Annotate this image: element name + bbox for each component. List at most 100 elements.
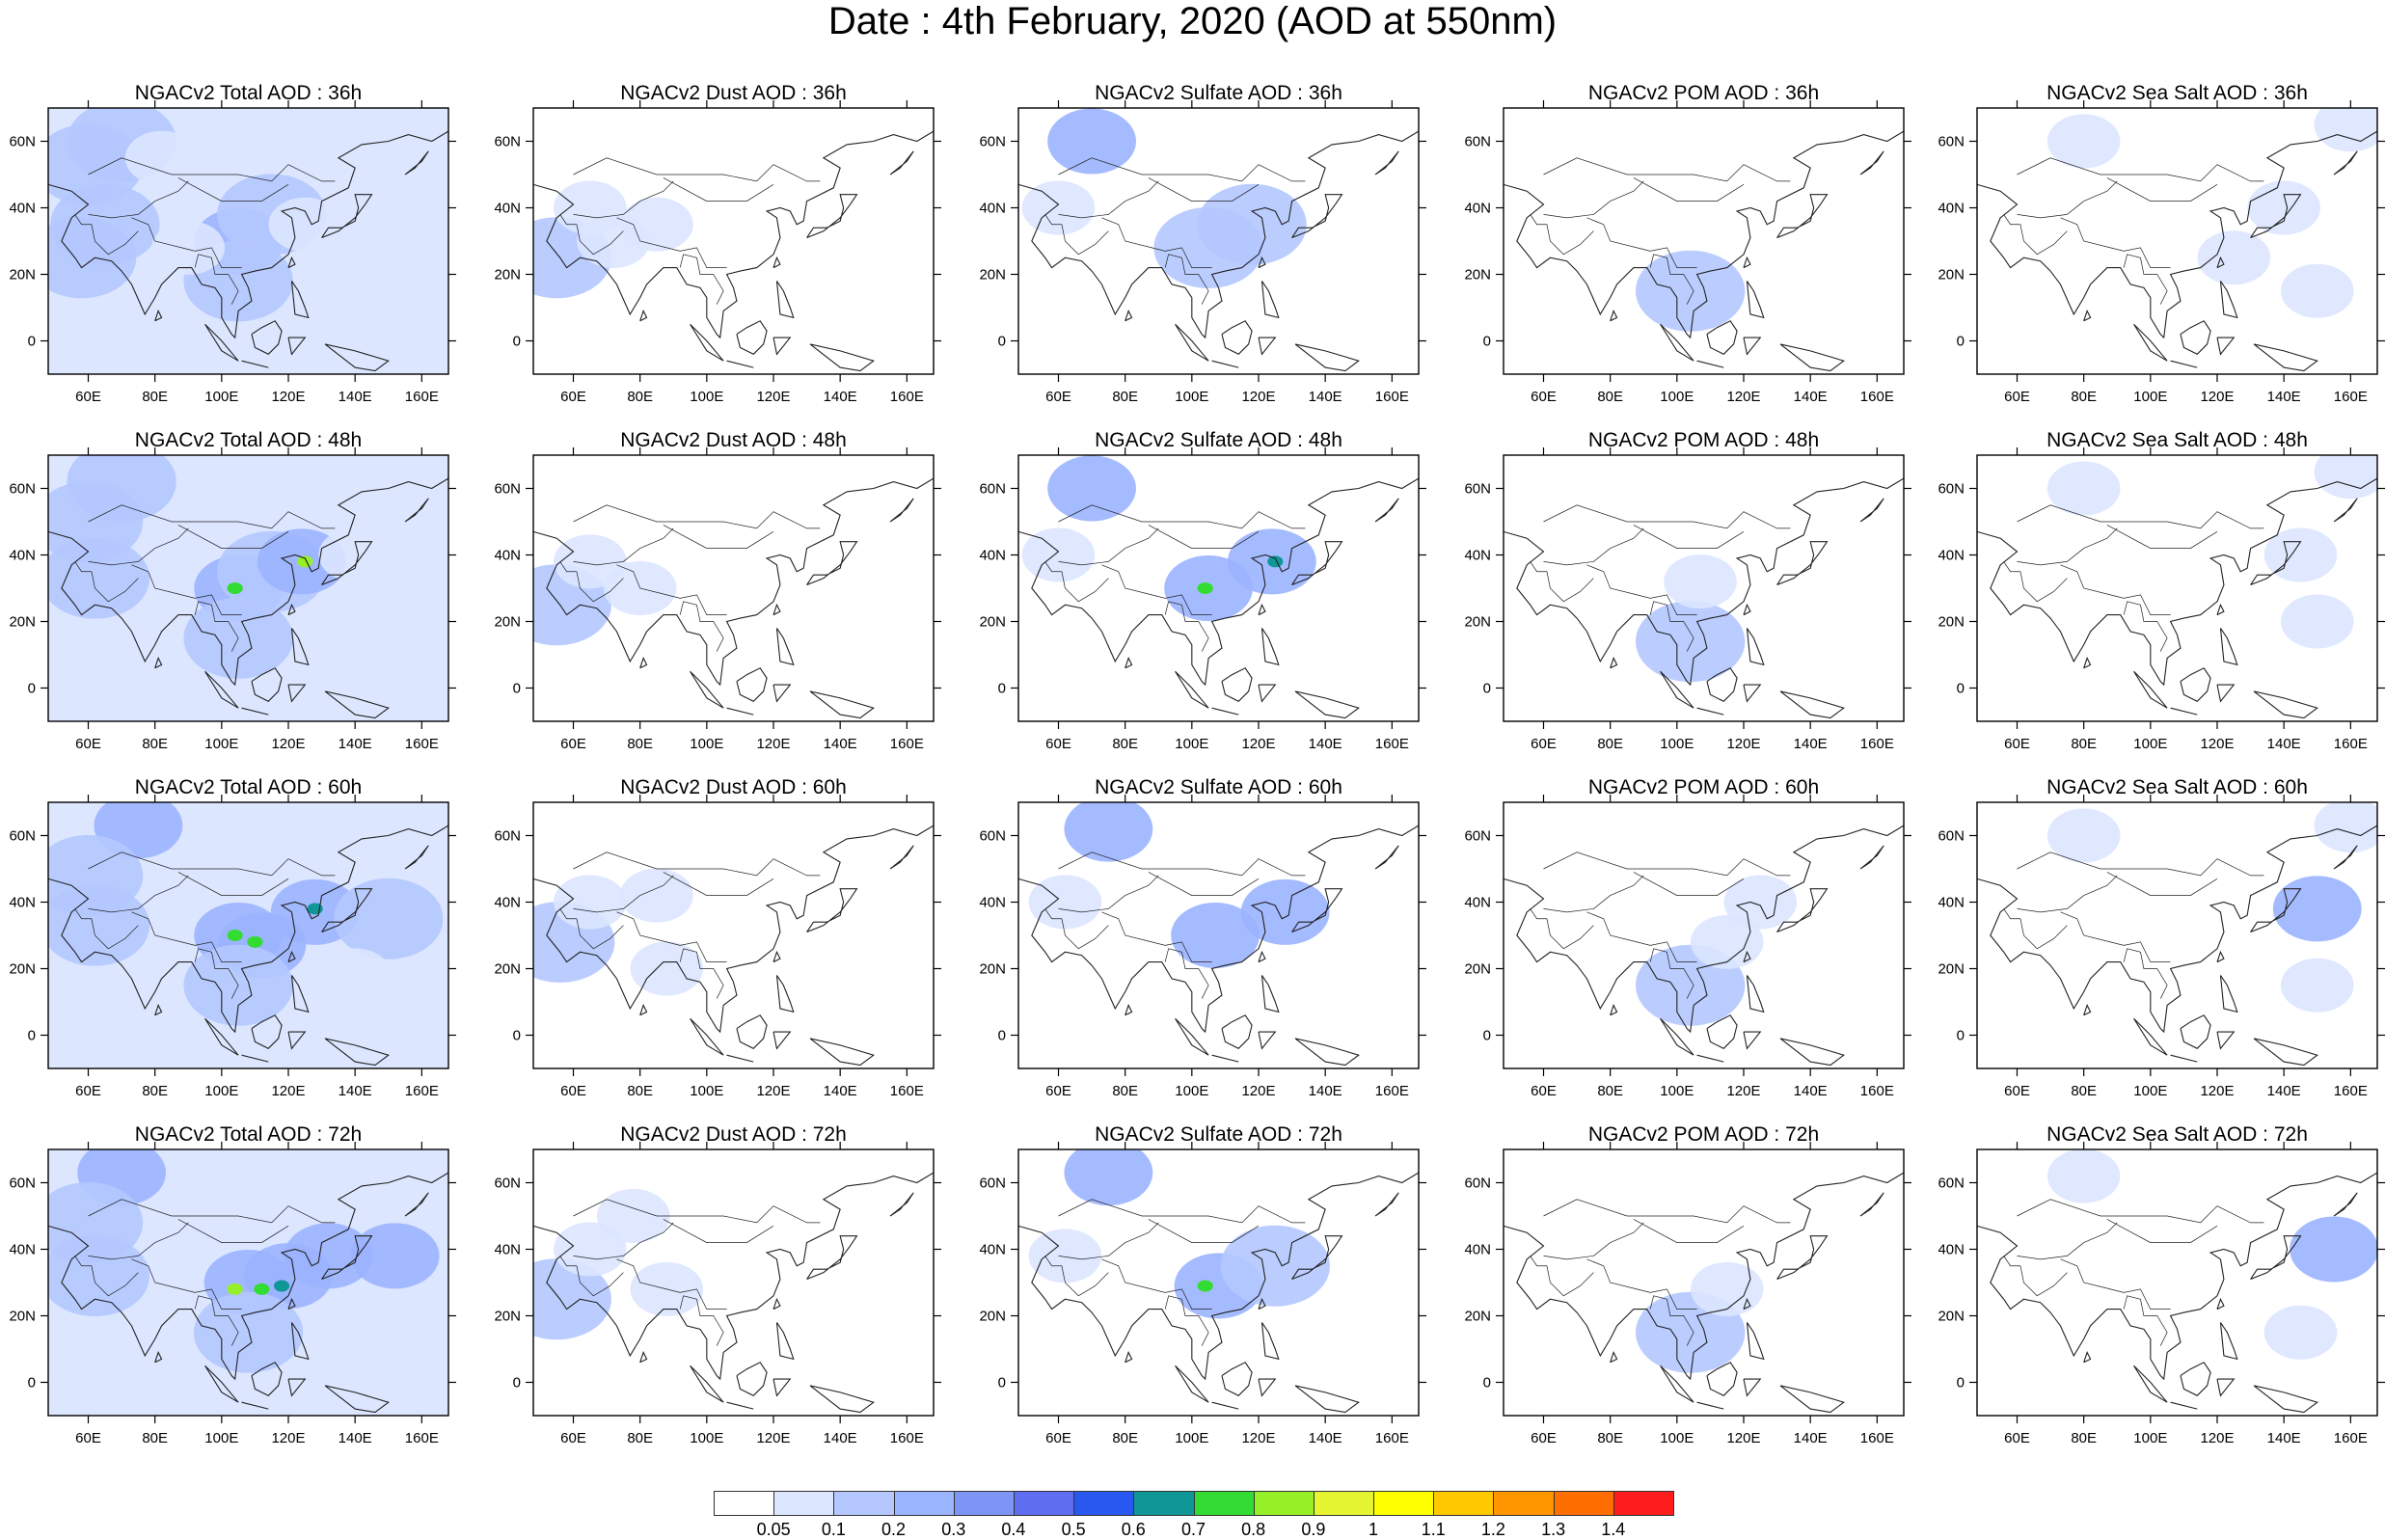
aod-feature: [318, 247, 392, 302]
coastline: [775, 975, 795, 1013]
lat-tick-label: 60N: [1938, 134, 1965, 150]
map-frame: [1017, 801, 1420, 1069]
panel-title: NGACv2 Total AOD : 36h: [134, 82, 363, 104]
country-border: [573, 875, 674, 913]
coastline: [154, 1351, 163, 1364]
lon-tick-label: 60E: [560, 736, 586, 752]
coastline: [2333, 845, 2358, 870]
lon-tick-label: 100E: [204, 736, 238, 752]
country-border: [1148, 177, 1260, 202]
country-border: [1546, 224, 1594, 256]
lat-tick-label: 0: [1957, 334, 1965, 350]
colorbar-label: 0.4: [1001, 1520, 1026, 1539]
aod-map: 60E 80E 100E 120E 140E 160E 60N 40N 20N 0: [1938, 100, 2385, 405]
lat-tick-label: 0: [28, 1028, 36, 1044]
coastline: [1291, 1235, 1343, 1281]
colorbar-label: 1.2: [1480, 1520, 1505, 1539]
coastline: [1779, 343, 1845, 372]
aod-feature: [1064, 802, 1153, 862]
country-border: [2106, 177, 2218, 202]
lon-tick-label: 80E: [627, 389, 653, 405]
coastline: [809, 343, 875, 372]
country-border: [1530, 908, 1547, 920]
lon-tick-label: 160E: [1375, 389, 1409, 405]
aod-feature: [2046, 114, 2121, 169]
coastline: [806, 194, 858, 239]
aod-feature: [284, 1223, 373, 1289]
country-border: [2003, 561, 2020, 573]
aod-feature: [553, 875, 627, 930]
map-panel-pom-60h: NGACv2 POM AOD : 60h 60E 80E 100E 120E 140E 16…: [1457, 775, 1911, 1103]
map-panel-pom-48h: NGACv2 POM AOD : 48h 60E 80E 100E 120E 140E 16…: [1457, 428, 1911, 756]
lon-tick-label: 100E: [2133, 1430, 2167, 1446]
aod-feature: [334, 878, 444, 959]
panel-title: NGACv2 Dust AOD : 48h: [620, 429, 847, 451]
map-frame: [1503, 454, 1905, 722]
country-border: [576, 1265, 624, 1297]
aod-feature: [318, 527, 392, 582]
aod-feature: [193, 1291, 304, 1373]
country-border: [1633, 177, 1745, 202]
country-border: [88, 180, 189, 219]
lat-tick-label: 20N: [979, 961, 1006, 978]
map-frame: [1976, 1148, 2378, 1417]
coastline: [736, 1014, 768, 1049]
coastline: [1260, 628, 1280, 666]
country-border: [2019, 571, 2068, 603]
lat-tick-label: 20N: [1464, 961, 1491, 978]
country-border: [74, 1256, 92, 1267]
aod-feature: [1028, 1229, 1102, 1283]
lon-tick-label: 160E: [2334, 1430, 2368, 1446]
coastline: [2333, 150, 2358, 176]
coastline: [290, 975, 310, 1013]
panel-title: NGACv2 Total AOD : 48h: [134, 429, 363, 451]
coastline: [726, 707, 754, 716]
coastline: [1776, 194, 1829, 239]
colorbar-label: 0.2: [881, 1520, 907, 1539]
aod-feature: [318, 1288, 392, 1343]
coastline: [404, 845, 429, 870]
coastline: [1504, 824, 1904, 1034]
coastline: [1743, 684, 1762, 703]
panel-title: NGACv2 Sea Salt AOD : 48h: [2046, 429, 2308, 451]
coastline: [1776, 1235, 1829, 1281]
country-border: [177, 1219, 289, 1243]
coastline: [2170, 707, 2198, 716]
country-border: [2017, 157, 2264, 182]
coastline: [1743, 337, 1762, 356]
lat-tick-label: 20N: [1464, 614, 1491, 631]
country-border: [1164, 948, 1209, 999]
coastline: [241, 1054, 269, 1063]
lon-tick-label: 140E: [1309, 1083, 1342, 1099]
coastline: [1776, 541, 1829, 586]
coastline: [772, 1031, 792, 1050]
coastline: [287, 603, 296, 616]
lon-tick-label: 100E: [690, 389, 723, 405]
lon-tick-label: 120E: [756, 389, 790, 405]
lon-tick-label: 100E: [204, 1430, 238, 1446]
country-border: [1058, 875, 1159, 913]
country-border: [91, 571, 139, 603]
lon-tick-label: 160E: [405, 389, 439, 405]
coastline: [639, 310, 648, 322]
coastline: [1125, 657, 1133, 669]
lat-tick-label: 20N: [979, 1309, 1006, 1325]
lat-tick-label: 40N: [1464, 1242, 1491, 1258]
coastline: [204, 670, 239, 709]
coastline: [2219, 628, 2238, 666]
coastline: [1610, 1004, 1618, 1016]
country-border: [1061, 224, 1109, 256]
lat-tick-label: 40N: [979, 201, 1006, 217]
coastline: [251, 320, 283, 355]
coastline: [1746, 281, 1765, 319]
coastline: [2216, 950, 2225, 963]
coastline: [726, 360, 754, 368]
coastline: [287, 950, 296, 963]
coastline: [736, 667, 768, 702]
lon-tick-label: 60E: [1045, 1083, 1071, 1099]
lat-tick-label: 60N: [494, 1175, 521, 1192]
country-border: [1044, 908, 1062, 920]
colorbar-label: 1: [1369, 1520, 1379, 1539]
lon-tick-label: 80E: [2071, 1430, 2097, 1446]
panel-title: NGACv2 Dust AOD : 60h: [620, 776, 847, 798]
